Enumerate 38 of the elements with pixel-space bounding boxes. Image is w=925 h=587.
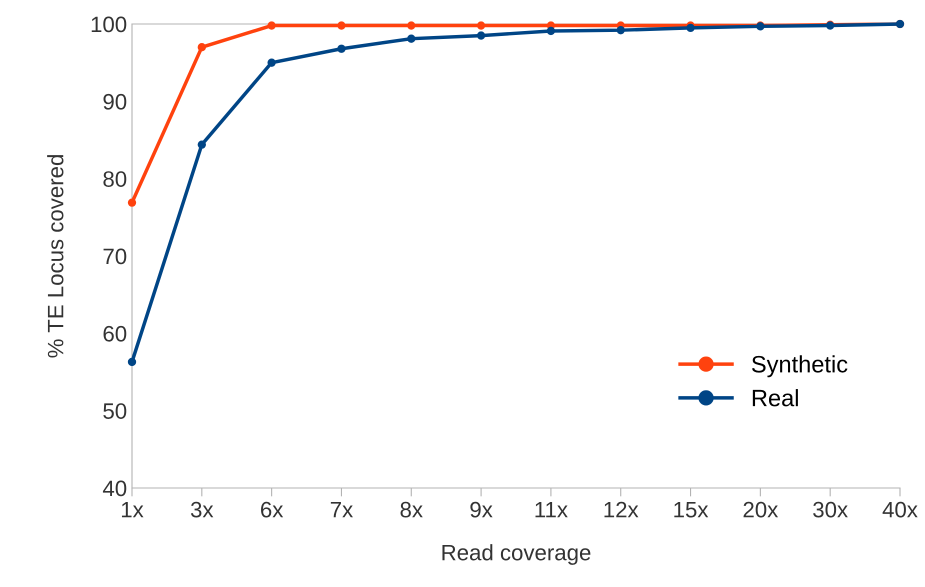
point <box>407 21 416 30</box>
point <box>128 198 136 207</box>
x-tick-label: 3x <box>190 502 214 518</box>
x-tick-label: 15x <box>674 502 708 518</box>
x-tick-label: 12x <box>604 502 638 518</box>
point <box>267 21 276 30</box>
point <box>128 358 136 366</box>
x-tick-label: 9x <box>470 502 493 518</box>
y-tick-label: 90 <box>103 94 126 110</box>
point <box>198 140 206 149</box>
point <box>546 26 556 36</box>
y-tick-label: 70 <box>104 248 126 264</box>
point <box>476 31 486 40</box>
y-tick-label: 50 <box>103 403 126 419</box>
x-tick-label: 40x <box>882 502 918 518</box>
y-tick-label: 100 <box>92 16 126 32</box>
x-tick-label: 1x <box>122 502 144 518</box>
legend-label: Real <box>752 389 798 406</box>
y-tick-label: 60 <box>104 326 126 342</box>
x-tick-label: 30x <box>813 502 848 518</box>
y-tick-label: 80 <box>103 171 126 187</box>
legend-label: Synthetic <box>752 355 848 378</box>
x-axis-title: Read coverage <box>442 544 590 565</box>
point <box>616 26 625 34</box>
point <box>198 43 206 52</box>
point <box>337 44 346 53</box>
y-tick-label: 40 <box>102 480 126 496</box>
x-tick-label: 20x <box>744 502 778 518</box>
x-tick-label: 8x <box>400 502 423 518</box>
point <box>476 21 486 30</box>
point <box>407 34 416 43</box>
y-axis-title: % TE Locus covered <box>47 155 64 358</box>
x-tick-label: 11x <box>536 502 568 518</box>
point <box>686 24 695 32</box>
x-tick-label: 7x <box>330 502 353 518</box>
point <box>337 21 346 30</box>
x-tick-label: 6x <box>261 502 284 518</box>
point <box>267 58 276 67</box>
